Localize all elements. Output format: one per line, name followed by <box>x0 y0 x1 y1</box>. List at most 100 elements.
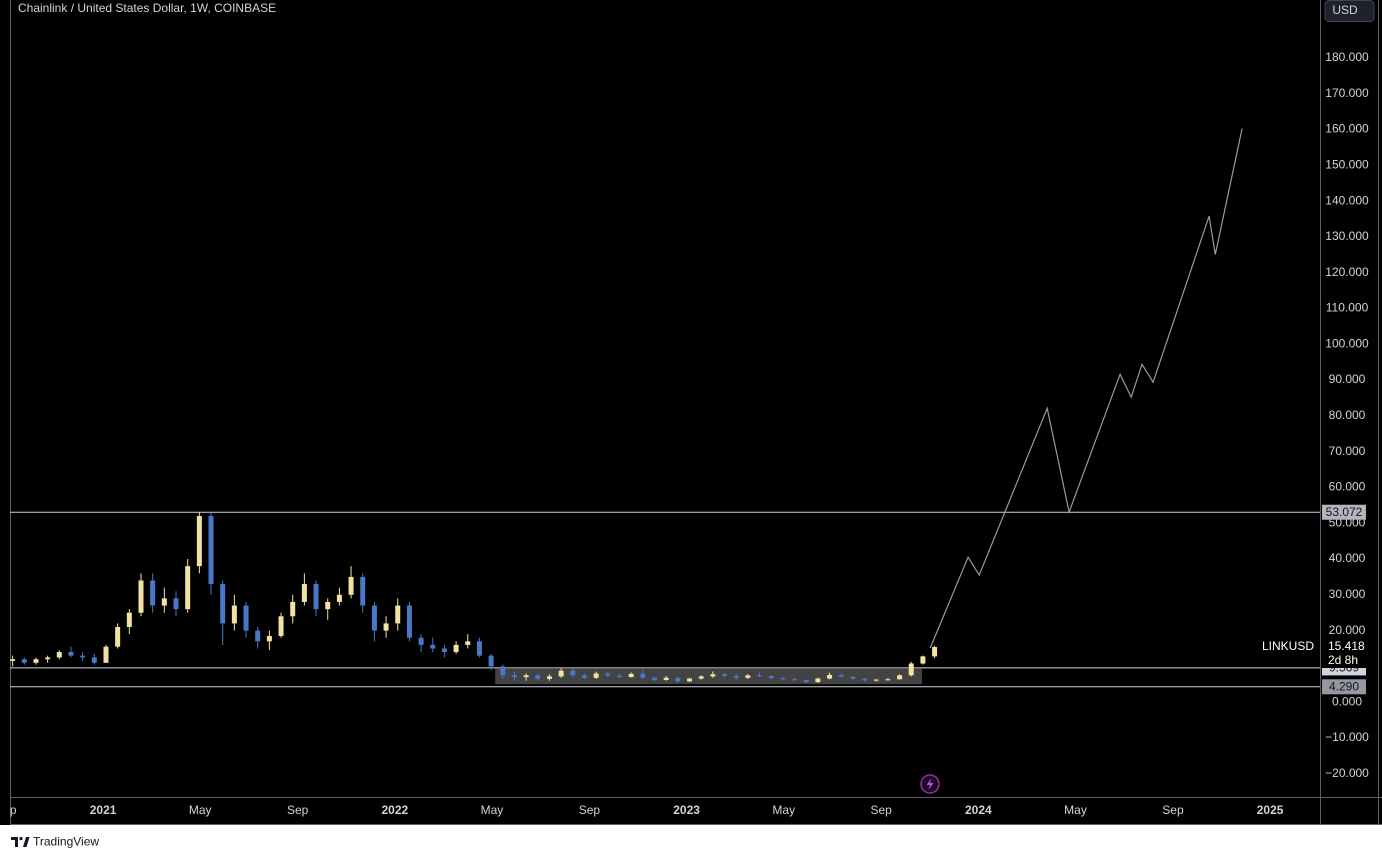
candle-body <box>418 637 424 645</box>
candle-body <box>313 584 319 610</box>
candle-body <box>908 663 914 676</box>
lightning-icon <box>920 774 940 794</box>
candle-body <box>675 677 681 682</box>
y-tick-label: 30.000 <box>1329 587 1366 601</box>
candle-body <box>558 670 564 677</box>
candle-body <box>103 646 109 663</box>
candle-body <box>161 598 167 606</box>
candle-body <box>710 674 716 677</box>
candle-body <box>231 605 237 624</box>
candle-body <box>406 605 412 638</box>
candle-body <box>80 655 86 658</box>
candle-body <box>897 675 903 680</box>
candle-body <box>523 675 529 678</box>
candle-body <box>325 601 331 610</box>
x-tick-label: Sep <box>287 803 309 817</box>
currency-button[interactable] <box>1324 0 1375 22</box>
candle-body <box>465 641 471 645</box>
y-tick-label: 160.000 <box>1325 122 1369 136</box>
candle-body <box>581 675 587 678</box>
bar-countdown: 2d 8h <box>1328 653 1358 667</box>
candle-body <box>150 580 156 606</box>
last-price: 15.418 <box>1328 639 1365 653</box>
candle-body <box>255 630 261 642</box>
level-label-box <box>1322 504 1366 520</box>
candle-body <box>185 566 191 610</box>
y-tick-label: 40.000 <box>1329 551 1366 565</box>
y-tick-label: 120.000 <box>1325 265 1369 279</box>
candle-body <box>115 627 121 647</box>
candle-body <box>336 594 342 602</box>
candle-body <box>173 598 179 610</box>
candle-body <box>290 601 296 617</box>
candle-body <box>827 674 833 679</box>
candle-body <box>873 679 879 681</box>
y-tick-label: 70.000 <box>1329 444 1366 458</box>
symbol-label: LINKUSD <box>1262 639 1314 653</box>
level-label: 4.290 <box>1329 679 1359 693</box>
candle-body <box>441 648 447 653</box>
level-label-box <box>1322 679 1366 695</box>
plot-area <box>10 128 1320 688</box>
candle-body <box>266 635 272 642</box>
brand-logo <box>11 837 30 847</box>
chart-background <box>0 0 1382 825</box>
candle-body <box>733 676 739 678</box>
candle-body <box>663 677 669 680</box>
y-tick-label: 0.000 <box>1332 694 1362 708</box>
candle-body <box>45 657 51 660</box>
candle-body <box>348 576 354 595</box>
candle-body <box>10 659 16 662</box>
candle-body <box>768 676 774 679</box>
y-tick-label: 140.000 <box>1325 193 1369 207</box>
candle-body <box>138 580 144 613</box>
x-tick-label: 2023 <box>673 803 700 817</box>
currency-label[interactable]: USD <box>1332 3 1358 17</box>
candle-body <box>500 666 506 676</box>
candle-body <box>68 652 74 656</box>
x-tick-label: May <box>481 803 504 817</box>
x-tick-label: 2022 <box>381 803 408 817</box>
candle-body <box>815 678 821 683</box>
candle-body <box>126 612 132 628</box>
candle-body <box>546 676 552 679</box>
x-tick-label: 2025 <box>1257 803 1284 817</box>
candle-body <box>511 675 517 678</box>
candle-body <box>745 675 751 678</box>
candle-body <box>208 516 214 585</box>
y-tick-label: 150.000 <box>1325 158 1369 172</box>
candle-body <box>395 605 401 624</box>
y-tick-label: 170.000 <box>1325 86 1369 100</box>
candle-body <box>640 673 646 678</box>
candle-body <box>360 576 366 606</box>
candle-body <box>570 670 576 676</box>
y-tick-label: 130.000 <box>1325 229 1369 243</box>
level-label: 53.072 <box>1326 505 1363 519</box>
candle-body <box>757 675 763 677</box>
overlay: −20.000−10.0000.00010.00020.00030.00040.… <box>10 50 1377 817</box>
y-tick-label: −10.000 <box>1325 730 1369 744</box>
y-tick-label: 60.000 <box>1329 480 1366 494</box>
y-tick-label: 110.000 <box>1326 301 1369 315</box>
x-tick-label: p <box>10 803 17 817</box>
candle-body <box>535 675 541 679</box>
candle-body <box>605 673 611 676</box>
y-tick-label: 100.000 <box>1325 336 1369 350</box>
candle-body <box>687 678 693 682</box>
candle-body <box>803 679 809 683</box>
candle-body <box>33 659 39 663</box>
candle-body <box>722 674 728 677</box>
candle-body <box>453 644 459 653</box>
candle-body <box>56 652 62 658</box>
candle-body <box>21 659 27 663</box>
x-tick-label: 2021 <box>90 803 117 817</box>
candle-body <box>628 673 634 678</box>
candle-body <box>301 584 307 602</box>
candle-body <box>885 679 891 681</box>
candle-body <box>862 678 868 681</box>
candle-body <box>371 605 377 631</box>
candle-body <box>932 646 938 657</box>
brand-name: TradingView <box>33 835 99 849</box>
candle-body <box>476 641 482 656</box>
